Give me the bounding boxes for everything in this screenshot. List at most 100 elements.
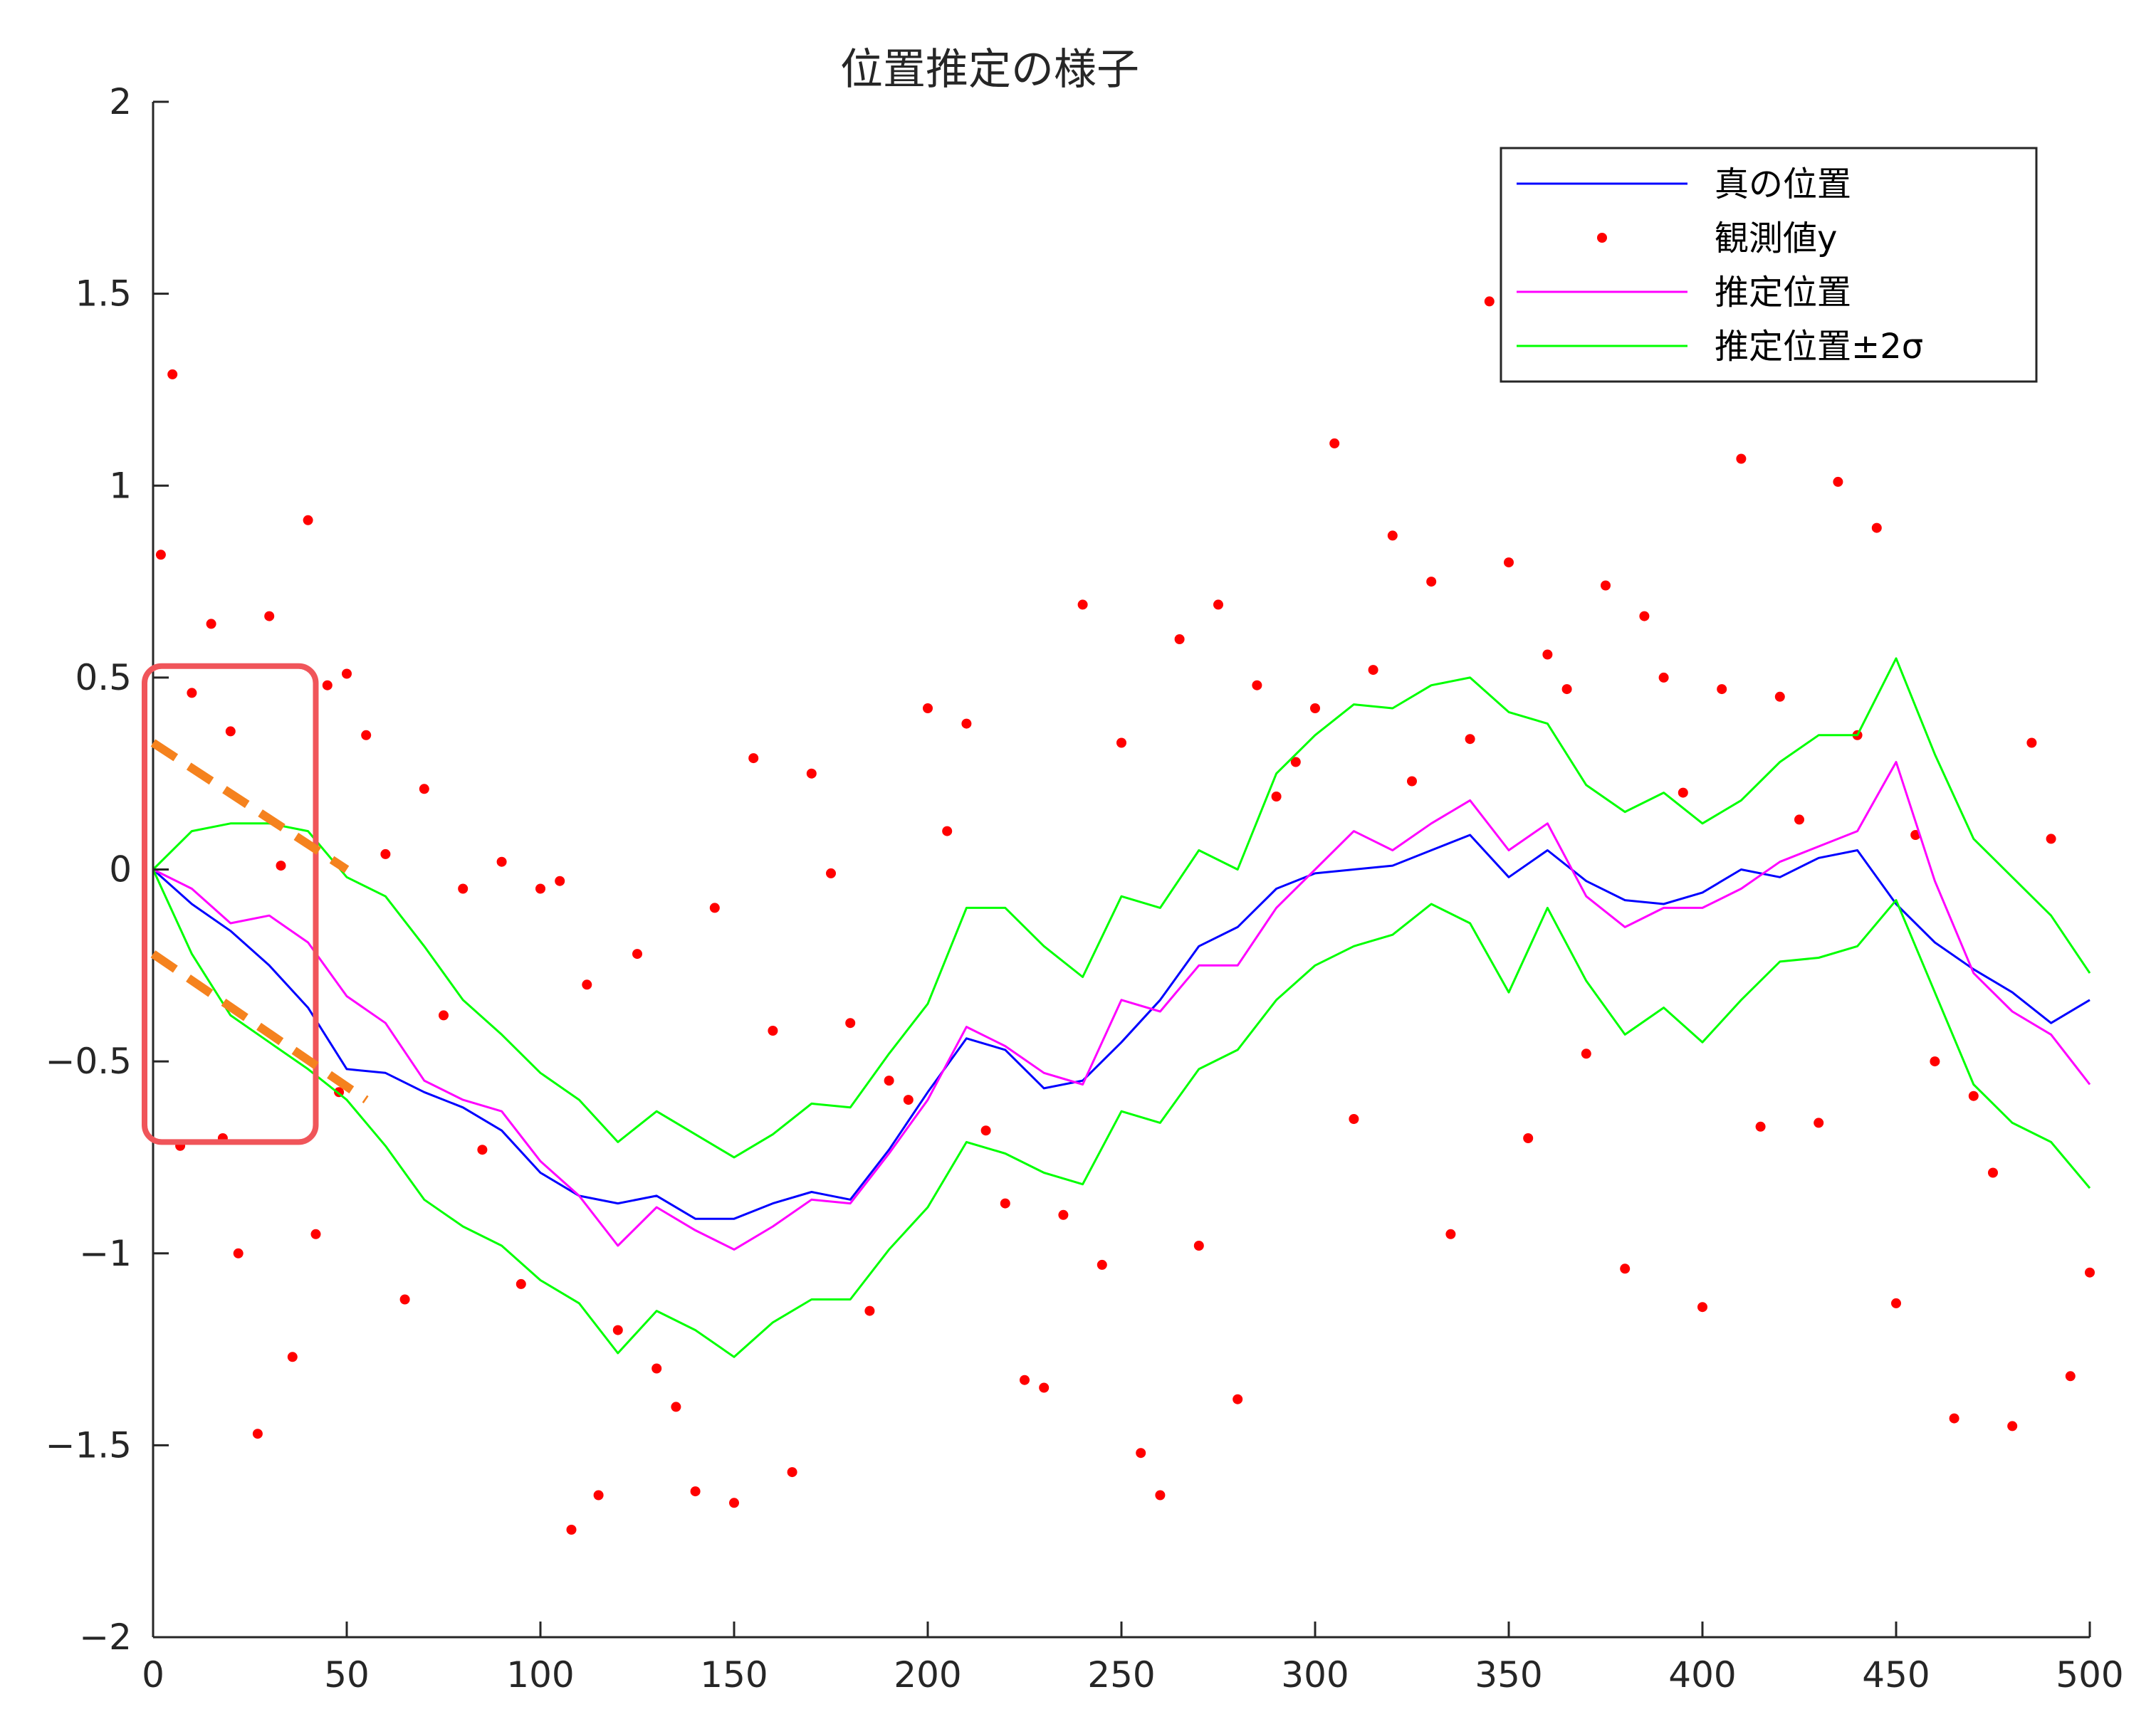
legend-entry-label: 真の位置 — [1715, 164, 1851, 204]
data-point — [516, 1278, 526, 1289]
data-point — [1329, 438, 1340, 448]
legend-entry-label: 推定位置±2σ — [1715, 327, 1923, 367]
data-point — [1697, 1302, 1707, 1313]
data-point — [419, 784, 429, 794]
highlight-box — [142, 663, 319, 1145]
dashed-guide-line — [150, 950, 369, 1104]
data-point — [1484, 296, 1495, 307]
data-point — [1193, 1241, 1204, 1251]
y-tick-label: 1.5 — [75, 273, 132, 315]
data-point — [1949, 1413, 1959, 1424]
data-point — [2026, 737, 2037, 748]
y-tick-label: 0.5 — [75, 657, 132, 698]
data-point — [310, 1229, 321, 1239]
data-point — [566, 1525, 577, 1535]
data-point — [2007, 1421, 2018, 1431]
data-point — [884, 1076, 894, 1086]
x-tick-label: 150 — [700, 1654, 768, 1696]
data-point — [1814, 1118, 1824, 1128]
data-point — [1601, 580, 1611, 591]
data-point — [361, 730, 372, 740]
data-point — [1252, 680, 1262, 690]
x-tick-label: 400 — [1668, 1654, 1736, 1696]
y-tick-label: 2 — [109, 81, 132, 122]
data-point — [1039, 1382, 1050, 1393]
data-point — [593, 1490, 604, 1501]
data-point — [671, 1402, 681, 1412]
data-point — [903, 1095, 914, 1105]
x-tick-label: 350 — [1475, 1654, 1542, 1696]
legend-entry-label: 推定位置 — [1715, 273, 1851, 312]
data-point — [1620, 1263, 1631, 1274]
data-point — [477, 1145, 488, 1155]
data-point — [1368, 665, 1378, 676]
data-point — [535, 883, 545, 894]
y-tick-label: −0.5 — [46, 1041, 132, 1082]
data-point — [303, 515, 313, 525]
data-point — [225, 726, 236, 737]
data-point — [1290, 757, 1301, 767]
data-point — [2085, 1267, 2095, 1278]
series-line-4 — [152, 868, 2091, 1358]
data-point — [1581, 1049, 1591, 1059]
data-point — [1794, 814, 1804, 825]
data-point — [496, 856, 507, 867]
data-point — [1658, 672, 1669, 683]
data-point — [187, 688, 197, 698]
data-point — [1213, 599, 1223, 610]
data-point — [399, 1294, 410, 1305]
legend-box — [1500, 147, 2038, 383]
data-point — [787, 1467, 797, 1478]
data-point — [1968, 1091, 1979, 1101]
data-point — [923, 703, 933, 713]
data-point — [1310, 703, 1320, 713]
y-tick-label: 1 — [109, 465, 132, 506]
data-point — [729, 1498, 739, 1508]
data-point — [2065, 1371, 2076, 1382]
data-point — [555, 876, 565, 886]
data-point — [1058, 1209, 1069, 1220]
data-point — [1116, 737, 1126, 748]
data-point — [1871, 522, 1882, 533]
data-point — [612, 1325, 623, 1335]
series-line-2 — [152, 761, 2091, 1251]
data-point — [1736, 453, 1747, 464]
data-point — [167, 369, 178, 379]
data-point — [1891, 1298, 1901, 1308]
data-point — [690, 1486, 701, 1497]
data-point — [1833, 476, 1843, 487]
x-tick-label: 200 — [894, 1654, 961, 1696]
data-point — [1639, 611, 1650, 621]
data-point — [1445, 1229, 1456, 1239]
data-point — [206, 619, 216, 629]
data-point — [155, 550, 166, 560]
x-tick-label: 450 — [1862, 1654, 1930, 1696]
data-point — [1077, 599, 1088, 610]
data-point — [709, 903, 720, 913]
x-tick-label: 250 — [1087, 1654, 1155, 1696]
data-point — [1561, 684, 1572, 695]
data-point — [1349, 1114, 1359, 1124]
data-point — [768, 1026, 778, 1036]
data-point — [582, 979, 592, 990]
data-point — [1717, 684, 1727, 695]
data-point — [632, 949, 642, 960]
data-point — [276, 861, 286, 871]
x-tick-label: 0 — [142, 1654, 164, 1696]
x-tick-label: 500 — [2056, 1654, 2123, 1696]
data-point — [826, 868, 836, 878]
data-point — [1387, 530, 1398, 541]
series-line-3 — [152, 657, 2091, 1159]
data-point — [980, 1125, 991, 1136]
y-tick-label: 0 — [109, 849, 132, 890]
data-point — [322, 680, 333, 690]
data-point — [380, 848, 391, 859]
data-point — [287, 1352, 298, 1362]
data-point — [342, 668, 352, 679]
data-point — [1271, 792, 1282, 802]
data-point — [1755, 1121, 1766, 1132]
data-point — [1465, 734, 1475, 745]
legend-swatch-marker — [1597, 233, 1607, 243]
